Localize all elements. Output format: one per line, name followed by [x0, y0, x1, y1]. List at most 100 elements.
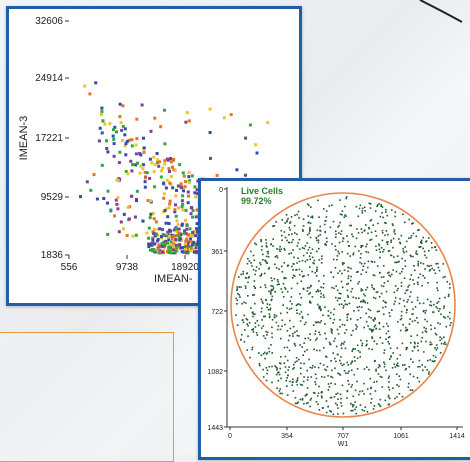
data-point: [346, 252, 349, 255]
data-point: [288, 226, 291, 229]
data-point: [161, 233, 165, 237]
data-point: [292, 332, 294, 335]
data-point: [284, 236, 287, 239]
data-point: [400, 317, 403, 320]
data-point: [362, 265, 365, 267]
data-point: [260, 307, 263, 310]
data-point: [383, 313, 385, 316]
data-point: [311, 256, 314, 259]
data-point: [340, 303, 343, 305]
data-point: [167, 246, 171, 250]
data-point: [179, 232, 183, 236]
data-point: [309, 302, 312, 304]
data-point: [395, 261, 398, 264]
data-point: [371, 348, 373, 351]
live-cells-gate: [230, 192, 456, 418]
data-point: [256, 320, 259, 322]
data-point: [294, 345, 297, 347]
data-point: [428, 371, 430, 373]
data-point: [310, 252, 312, 254]
data-point: [222, 116, 226, 120]
data-point: [271, 326, 273, 329]
data-point: [184, 239, 188, 243]
data-point: [314, 330, 317, 332]
data-point: [277, 280, 279, 283]
data-point: [285, 379, 287, 382]
data-point: [320, 391, 323, 394]
data-point: [407, 386, 410, 388]
data-point: [337, 407, 339, 409]
data-point: [356, 326, 358, 328]
data-point: [319, 225, 321, 228]
data-point: [423, 326, 425, 329]
data-point: [416, 281, 419, 284]
data-point: [443, 343, 445, 345]
data-point: [328, 341, 331, 344]
data-point: [373, 317, 376, 319]
data-point: [270, 293, 272, 295]
data-point: [429, 343, 431, 346]
data-point: [384, 399, 387, 402]
x-tick-label: 354: [281, 433, 293, 440]
data-point: [329, 343, 331, 345]
data-point: [265, 244, 268, 247]
data-point: [393, 303, 395, 305]
data-point: [109, 208, 113, 212]
data-point: [281, 265, 283, 268]
data-point: [342, 343, 345, 345]
data-point: [294, 361, 296, 364]
data-point: [323, 347, 325, 349]
data-point: [447, 295, 450, 298]
data-point: [329, 317, 332, 320]
data-point: [360, 252, 362, 255]
data-point: [140, 103, 144, 107]
data-point: [318, 259, 321, 261]
data-point: [423, 310, 425, 312]
data-point: [153, 185, 157, 189]
data-point: [301, 397, 304, 400]
data-point: [322, 364, 325, 366]
data-point: [120, 139, 124, 142]
data-point: [229, 113, 233, 117]
data-point: [118, 115, 122, 119]
data-point: [399, 242, 402, 245]
data-point: [354, 401, 356, 403]
data-point: [150, 161, 154, 165]
data-point: [378, 404, 381, 406]
data-point: [346, 314, 348, 316]
data-point: [268, 347, 270, 350]
data-point: [237, 292, 239, 295]
data-point: [178, 237, 182, 241]
data-point: [404, 330, 407, 332]
data-point: [184, 120, 188, 124]
data-point: [383, 363, 386, 365]
data-point: [309, 236, 312, 239]
data-point: [366, 340, 368, 342]
data-point: [365, 312, 367, 315]
data-point: [334, 357, 336, 360]
data-point: [443, 316, 445, 318]
data-point: [301, 317, 304, 319]
data-point: [129, 159, 133, 163]
data-point: [209, 156, 212, 160]
data-point: [430, 304, 433, 307]
data-point: [344, 332, 346, 334]
data-point: [167, 206, 171, 210]
data-point: [437, 266, 440, 269]
data-point: [296, 334, 299, 337]
data-point: [351, 404, 354, 406]
data-point: [346, 316, 349, 319]
data-point: [189, 212, 193, 216]
data-point: [238, 276, 240, 278]
data-point: [416, 253, 418, 255]
data-point: [394, 300, 396, 303]
data-point: [277, 372, 279, 374]
data-point: [167, 222, 171, 225]
data-point: [163, 142, 167, 146]
data-point: [252, 331, 255, 333]
data-point: [355, 205, 358, 208]
data-point: [318, 247, 320, 250]
data-point: [299, 344, 301, 346]
data-point: [148, 216, 152, 220]
data-point: [309, 399, 312, 401]
